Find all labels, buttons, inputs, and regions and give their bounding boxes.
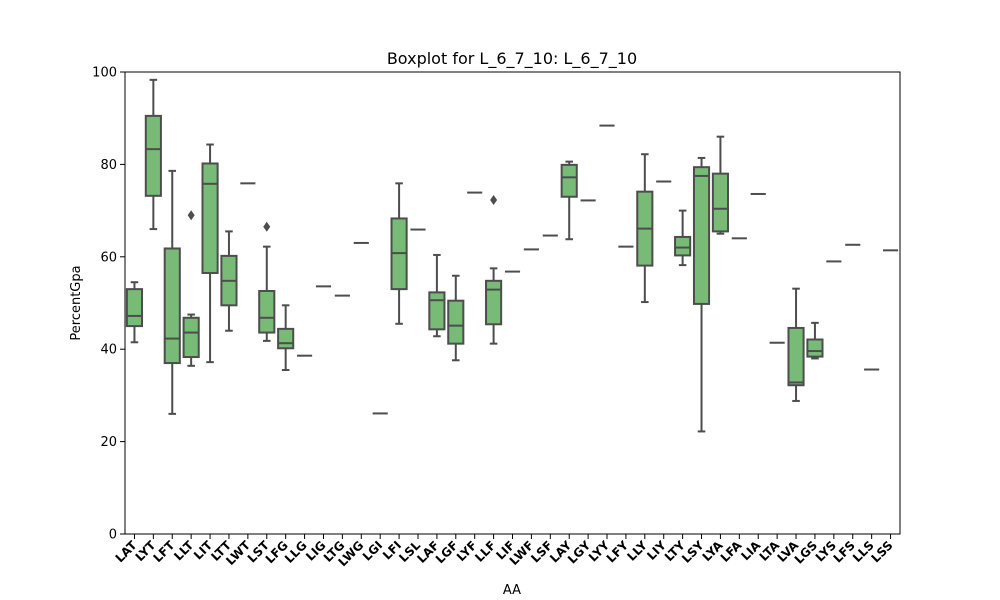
box-iqr [163,247,181,365]
box-lat [125,281,144,344]
x-axis-label: AA [503,583,521,598]
x-axis: LATLYTLFTLLTLITLTTLWTLSTLFGLLGLIGLTGLWGL… [113,534,896,569]
y-tick-label: 100 [92,66,117,81]
box-iqr [787,326,805,387]
box-lfi [390,182,408,325]
x-tick-label: LSS [869,538,896,565]
box-iqr [144,114,162,197]
box-lfg [277,304,295,371]
y-tick-label: 0 [109,528,117,543]
box-lst [258,221,276,342]
box-laf [428,253,446,338]
y-axis-label: PercentGpa [69,265,84,340]
box-iqr [277,327,295,350]
outlier-point [263,221,271,232]
box-lty [674,209,692,267]
box-iqr [711,172,729,233]
box-iqr [258,289,276,334]
box-lly [636,153,654,304]
box-lyt [144,78,162,231]
plot-frame [124,71,901,535]
y-axis: 0 20 40 60 80 100 [92,66,125,543]
outlier-point [187,210,195,221]
box-lft [163,169,181,415]
box-lgs [806,321,824,360]
box-iqr [428,291,446,331]
box-lva [787,287,805,402]
outlier-point [490,194,498,205]
box-iqr [125,288,144,328]
y-tick-label: 20 [100,435,117,450]
y-tick-label: 60 [100,250,117,265]
box-llt [182,210,200,367]
box-lya [711,135,729,235]
box-ltt [220,230,238,332]
box-iqr [201,162,219,274]
box-llf [485,194,503,345]
box-lay [560,160,578,241]
plot-area [125,78,899,433]
box-iqr [447,299,465,345]
box-iqr [806,338,824,358]
box-iqr [560,163,578,198]
box-iqr [182,316,200,359]
box-iqr [692,166,711,305]
y-tick-label: 80 [100,158,117,173]
box-lgf [447,274,465,362]
box-lit [201,143,219,364]
chart-title: Boxplot for L_6_7_10: L_6_7_10 [387,49,637,69]
box-iqr [485,279,503,326]
box-lsy [692,156,711,433]
y-tick-label: 40 [100,343,117,358]
box-iqr [674,235,692,257]
